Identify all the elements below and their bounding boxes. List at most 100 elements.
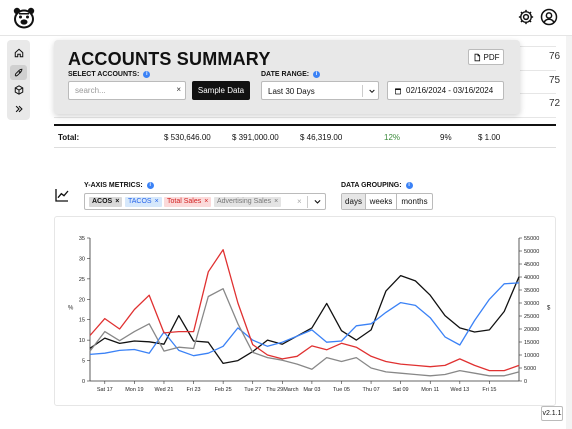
metric-tag-acos: ACOS × bbox=[89, 197, 123, 207]
metrics-multiselect[interactable]: ACOS × TACOS × Total Sales × Advertising Sa… bbox=[84, 193, 326, 210]
bear-logo-icon[interactable] bbox=[12, 6, 36, 30]
file-icon bbox=[474, 53, 480, 61]
series-line-advertising-sales bbox=[89, 288, 520, 377]
remove-tag-button[interactable]: × bbox=[115, 198, 120, 205]
search-input[interactable] bbox=[75, 86, 165, 95]
total-cell: $ 530,646.00 bbox=[164, 133, 211, 142]
tag-label: TACOS bbox=[128, 198, 152, 205]
chevron-down-icon bbox=[369, 89, 375, 94]
y-tick-label-left: 0 bbox=[82, 379, 85, 385]
series-line-acos bbox=[89, 274, 520, 365]
metric-tag-advertising-sales: Advertising Sales × bbox=[214, 197, 282, 207]
y-tick-label-right: 5000 bbox=[524, 366, 536, 372]
x-tick-label: Mon 19 bbox=[125, 387, 143, 393]
grouping-weeks-button[interactable]: weeks bbox=[366, 194, 397, 209]
date-range-label: DATE RANGE: i bbox=[261, 71, 321, 78]
y-tick-label-left: 10 bbox=[79, 338, 85, 344]
y-tick-label-right: 25000 bbox=[524, 314, 539, 320]
bg-cell: 72 bbox=[549, 98, 561, 109]
line-chart-icon bbox=[55, 189, 69, 202]
date-range-text: DATE RANGE: bbox=[261, 71, 310, 78]
remove-tag-button[interactable]: × bbox=[274, 198, 279, 205]
y-tick-label-right: 55000 bbox=[524, 236, 539, 242]
data-grouping-toggle: days weeks months bbox=[341, 193, 433, 210]
data-grouping-label: DATA GROUPING: i bbox=[341, 182, 413, 189]
y-tick-label-left: 20 bbox=[79, 297, 85, 303]
metric-tag-total-sales: Total Sales × bbox=[164, 197, 212, 207]
x-tick-label: Fri 15 bbox=[482, 387, 496, 393]
x-tick-label: Thu 07 bbox=[363, 387, 380, 393]
y-tick-label-right: 40000 bbox=[524, 275, 539, 281]
info-icon[interactable]: i bbox=[146, 182, 154, 189]
user-circle-icon[interactable] bbox=[540, 8, 558, 26]
home-icon bbox=[14, 48, 23, 57]
y-tick-label-left: 15 bbox=[79, 318, 85, 324]
y-axis-metrics-label: Y-AXIS METRICS: i bbox=[84, 182, 154, 189]
y-tick-label-right: 0 bbox=[524, 379, 527, 385]
box-icon bbox=[14, 84, 23, 95]
info-icon[interactable]: i bbox=[405, 182, 413, 189]
date-range-value: Last 30 Days bbox=[268, 87, 315, 96]
clear-search-button[interactable]: × bbox=[176, 85, 181, 94]
gear-icon[interactable] bbox=[517, 8, 535, 26]
nav-home[interactable] bbox=[10, 45, 27, 60]
total-cell: $ 391,000.00 bbox=[232, 133, 279, 142]
panel-title: ACCOUNTS SUMMARY bbox=[68, 49, 271, 69]
y-tick-label-right: 10000 bbox=[524, 353, 539, 359]
select-separator bbox=[362, 85, 363, 97]
info-icon[interactable]: i bbox=[313, 71, 321, 78]
nav-campaigns[interactable] bbox=[10, 65, 27, 80]
x-tick-label: Sat 09 bbox=[393, 387, 409, 393]
total-cell: $ 46,319.00 bbox=[300, 133, 343, 142]
series-line-total-sales bbox=[89, 249, 520, 372]
date-range-select[interactable]: Last 30 Days bbox=[261, 81, 379, 100]
y-tick-label-right: 30000 bbox=[524, 301, 539, 307]
select-accounts-label: SELECT ACCOUNTS: i bbox=[68, 71, 151, 78]
y-tick-label-left: 5 bbox=[82, 359, 85, 365]
rocket-icon bbox=[14, 68, 22, 77]
y-tick-label-right: 50000 bbox=[524, 249, 539, 255]
clear-metrics-button[interactable]: × bbox=[297, 197, 302, 206]
date-picker[interactable]: 02/16/2024 - 03/16/2024 bbox=[387, 81, 504, 100]
y-tick-label-right: 45000 bbox=[524, 262, 539, 268]
calendar-icon bbox=[395, 87, 401, 94]
info-icon[interactable]: i bbox=[143, 71, 151, 78]
select-separator bbox=[307, 196, 308, 208]
page-scrollbar[interactable] bbox=[566, 20, 572, 429]
chevron-down-icon[interactable] bbox=[313, 197, 322, 206]
nav-expand[interactable] bbox=[10, 101, 27, 116]
sample-data-button[interactable]: Sample Data bbox=[192, 81, 250, 100]
y-tick-label-right: 35000 bbox=[524, 288, 539, 294]
version-badge: v2.1.1 bbox=[541, 406, 563, 421]
grouping-days-button[interactable]: days bbox=[342, 194, 366, 209]
grouping-months-button[interactable]: months bbox=[401, 197, 428, 206]
remove-tag-button[interactable]: × bbox=[204, 198, 209, 205]
chart-card bbox=[54, 216, 556, 406]
total-cell: $ 1.00 bbox=[478, 133, 501, 142]
total-label: Total: bbox=[58, 133, 80, 142]
total-cell: 9% bbox=[440, 133, 452, 142]
remove-tag-button[interactable]: × bbox=[154, 198, 159, 205]
x-tick-label: Mon 11 bbox=[421, 387, 439, 393]
totals-row: Total: $ 530,646.00 $ 391,000.00 $ 46,31… bbox=[54, 124, 556, 148]
bg-cell: 75 bbox=[549, 75, 561, 86]
y-tick-label-left: 35 bbox=[79, 236, 85, 242]
tag-label: Total Sales bbox=[167, 198, 202, 205]
metric-tag-tacos: TACOS × bbox=[125, 197, 162, 207]
date-display: 02/16/2024 - 03/16/2024 bbox=[406, 86, 494, 95]
account-search: × bbox=[68, 81, 186, 100]
table-divider bbox=[54, 117, 556, 118]
metrics-line-chart: 0 5 10 15 20 25 30 35 0 5000 10000 15000 20000 25000 3… bbox=[68, 236, 551, 393]
y-axis-label-left: % bbox=[68, 306, 74, 312]
accounts-summary-panel: ACCOUNTS SUMMARY PDF SELECT ACCOUNTS: i … bbox=[54, 40, 520, 114]
side-nav bbox=[7, 40, 30, 120]
x-tick-label: Wed 21 bbox=[155, 387, 174, 393]
y-tick-label-right: 15000 bbox=[524, 340, 539, 346]
top-bar bbox=[0, 0, 572, 36]
total-cell: 12% bbox=[384, 133, 401, 142]
y-axis-label-right: $ bbox=[547, 306, 551, 312]
pdf-button[interactable]: PDF bbox=[468, 49, 504, 65]
bg-cell: 76 bbox=[549, 51, 561, 62]
nav-products[interactable] bbox=[10, 82, 27, 97]
y-tick-label-right: 20000 bbox=[524, 327, 539, 333]
